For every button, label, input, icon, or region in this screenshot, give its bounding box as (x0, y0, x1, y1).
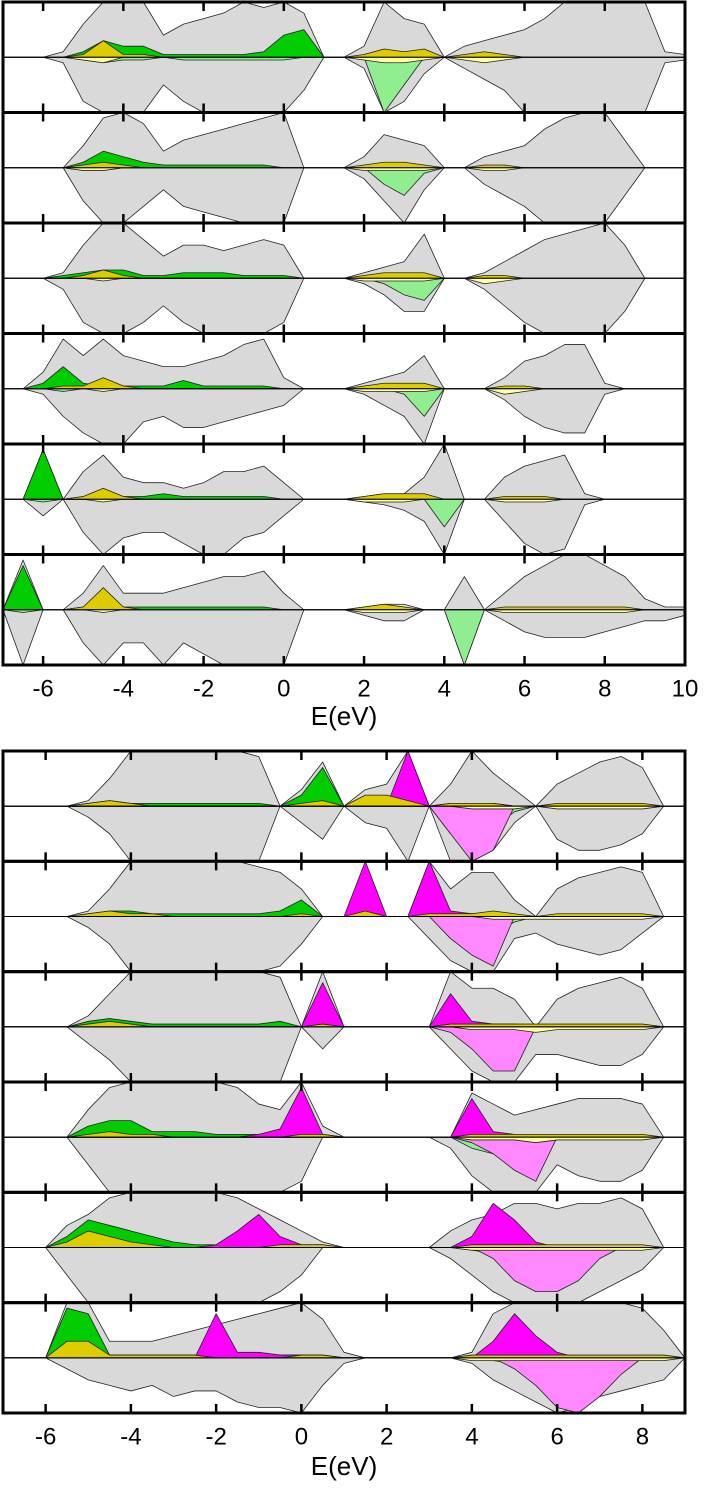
dos-area (3, 587, 685, 611)
x-tick-label: 2 (357, 675, 370, 702)
panel (3, 861, 685, 972)
x-tick-label: -4 (113, 675, 134, 702)
panel (3, 338, 685, 444)
x-tick-label: 4 (438, 675, 451, 702)
panel (3, 1082, 685, 1193)
dos-area (3, 388, 685, 444)
panel (3, 112, 685, 223)
panel (3, 971, 685, 1083)
x-tick-label: 10 (672, 675, 699, 702)
dos-area (3, 916, 685, 972)
dos-area (3, 910, 685, 917)
x-tick-label: 8 (636, 1423, 649, 1450)
dos-area (3, 751, 685, 807)
panel (3, 1302, 685, 1413)
x-tick-label: 6 (518, 675, 531, 702)
dos-area (3, 277, 685, 334)
panel (3, 554, 685, 665)
x-tick-label: 6 (550, 1423, 563, 1450)
dos-area (3, 498, 685, 555)
panel-frame (1, 553, 687, 667)
x-tick-label: 8 (598, 675, 611, 702)
dos-area (3, 56, 685, 113)
x-tick-label: 4 (465, 1423, 478, 1450)
panel (3, 444, 685, 555)
x-tick-label: 2 (380, 1423, 393, 1450)
x-tick-label: -6 (35, 1423, 56, 1450)
x-tick-label: -2 (205, 1423, 226, 1450)
panel (3, 751, 685, 862)
dos-area (3, 861, 685, 917)
panel (3, 223, 685, 334)
dos-area (3, 167, 685, 223)
panel (3, 2, 685, 113)
x-axis-label: E(eV) (311, 1451, 377, 1481)
dos-area (3, 971, 685, 1028)
x-tick-label: 0 (277, 675, 290, 702)
dos-area (3, 805, 685, 862)
dos-area (3, 223, 685, 279)
dos-area (3, 1136, 685, 1193)
dos-area (3, 794, 685, 807)
x-tick-label: -2 (193, 675, 214, 702)
x-tick-label: 0 (295, 1423, 308, 1450)
panel (3, 1192, 685, 1303)
dos-area (3, 338, 685, 390)
dos-area (3, 609, 685, 665)
dos-area (3, 2, 685, 58)
x-tick-label: -6 (32, 675, 53, 702)
dos-area (3, 1026, 685, 1083)
x-axis-label: E(eV) (311, 701, 377, 731)
panel-frame (1, 1301, 687, 1415)
x-tick-label: -4 (120, 1423, 141, 1450)
